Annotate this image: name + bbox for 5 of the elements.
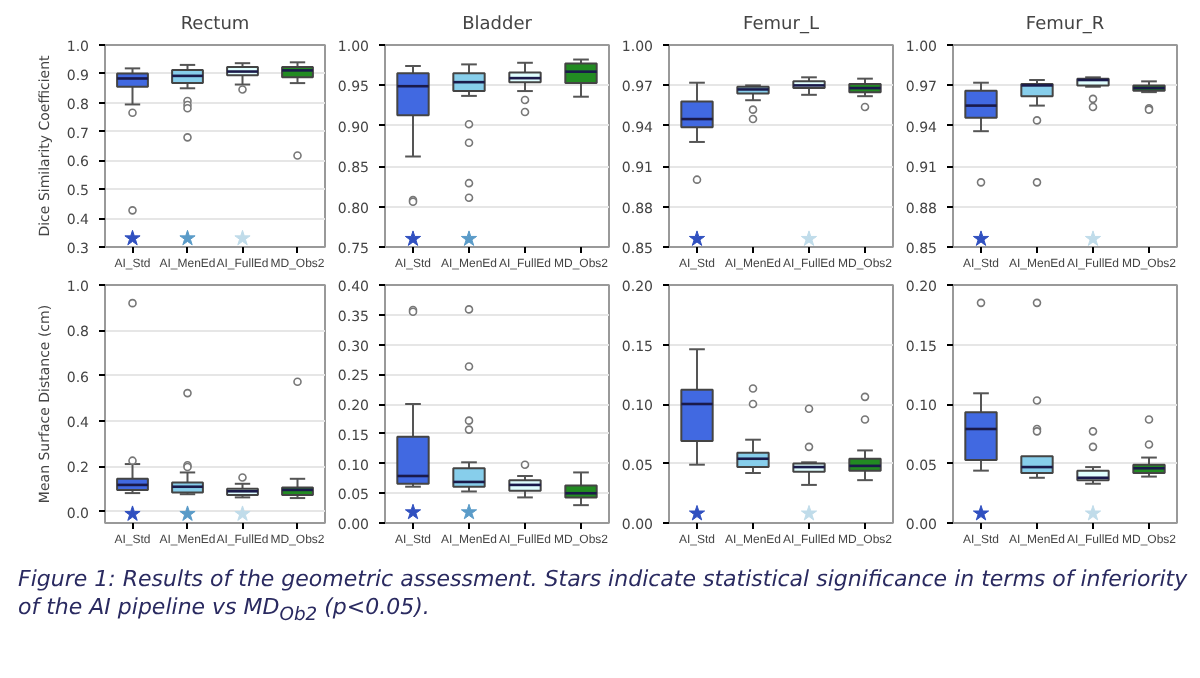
chart-title: Bladder bbox=[462, 15, 533, 35]
caption: Figure 1: Results of the geometric assessment. Stars indicate statistical significance in terms of inferiority of the AI pipeline vs MD$_{Ob2}$ (p<0.05). bbox=[18, 566, 1188, 626]
chart-title: Femur_L bbox=[743, 15, 819, 35]
chart-title: Rectum bbox=[180, 15, 250, 35]
chart-title: Femur_R bbox=[1025, 15, 1105, 35]
